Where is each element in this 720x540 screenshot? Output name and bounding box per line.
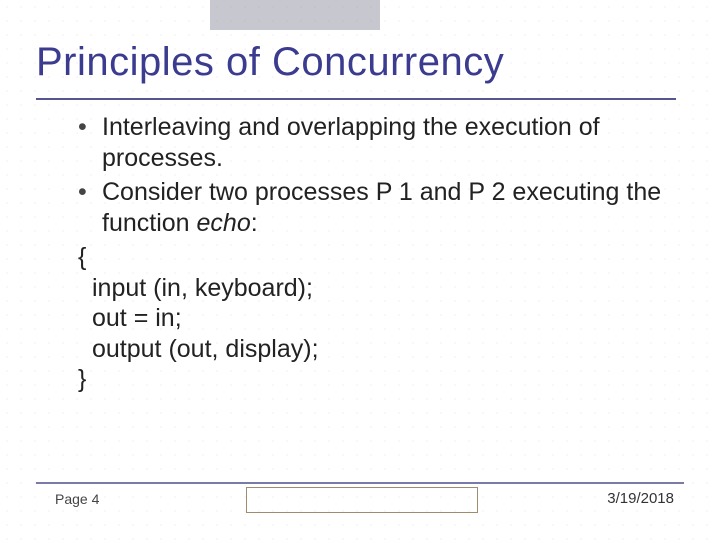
slide-title: Principles of Concurrency [36, 40, 690, 85]
code-close-brace: } [78, 364, 680, 395]
slide-footer: Page 4 3/19/2018 [36, 488, 684, 518]
code-line: out = in; [78, 303, 680, 334]
footer-date: 3/19/2018 [607, 490, 674, 507]
bullet-item: Consider two processes P 1 and P 2 execu… [72, 177, 680, 238]
code-open-brace: { [78, 242, 680, 273]
code-block: { input (in, keyboard); out = in; output… [72, 242, 680, 395]
slide-body: Interleaving and overlapping the executi… [72, 112, 680, 395]
page-number: Page 4 [37, 489, 187, 507]
bullet-text-tail: : [251, 209, 258, 237]
bullet-list: Interleaving and overlapping the executi… [72, 112, 680, 238]
function-name-echo: echo [197, 209, 251, 237]
slide: Principles of Concurrency Interleaving a… [0, 0, 720, 540]
footer-rule [36, 482, 684, 484]
decorative-top-strip [210, 0, 380, 30]
bullet-item: Interleaving and overlapping the executi… [72, 112, 680, 173]
code-line: output (out, display); [78, 334, 680, 365]
code-line: input (in, keyboard); [78, 273, 680, 304]
footer-page-box: Page 4 [36, 488, 188, 514]
bullet-text: Consider two processes P 1 and P 2 execu… [102, 178, 661, 237]
bullet-text: Interleaving and overlapping the executi… [102, 113, 600, 172]
title-underline [36, 98, 676, 100]
footer-placeholder-box [246, 487, 478, 513]
